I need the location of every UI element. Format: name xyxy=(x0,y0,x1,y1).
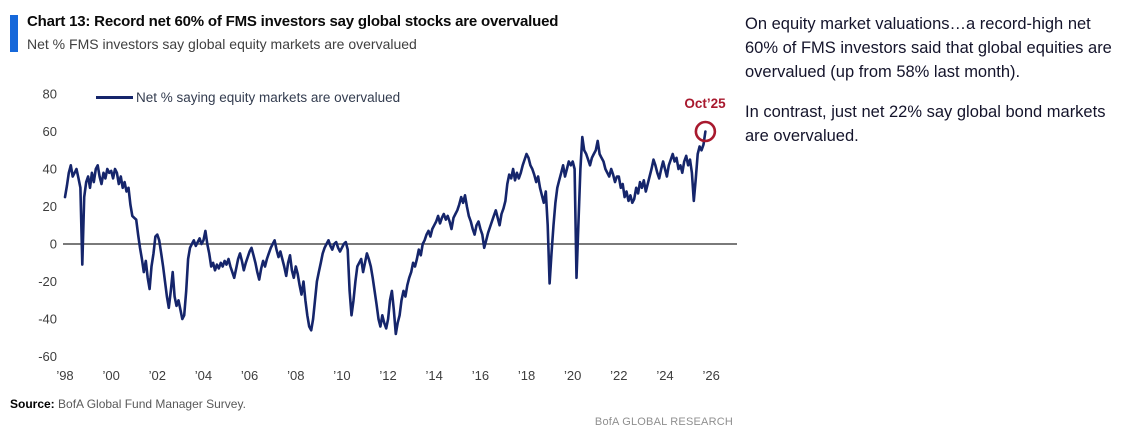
svg-text:’02: ’02 xyxy=(149,368,166,383)
svg-text:60: 60 xyxy=(43,124,57,139)
commentary-paragraph-2: In contrast, just net 22% say global bon… xyxy=(745,102,1106,145)
legend: Net % saying equity markets are overvalu… xyxy=(96,90,400,105)
svg-text:’04: ’04 xyxy=(195,368,212,383)
svg-text:-60: -60 xyxy=(38,349,57,364)
svg-text:’00: ’00 xyxy=(102,368,119,383)
svg-text:40: 40 xyxy=(43,162,57,177)
svg-text:’22: ’22 xyxy=(610,368,627,383)
brand-text: BofA GLOBAL RESEARCH xyxy=(594,416,733,428)
svg-text:’06: ’06 xyxy=(241,368,258,383)
svg-text:’20: ’20 xyxy=(564,368,581,383)
svg-text:’26: ’26 xyxy=(702,368,719,383)
line-chart: 80 60 40 20 0 -20 -40 -60 ’98 ’00 ’02 ’04 ’06 ’08 ’10 ’… xyxy=(38,87,737,383)
svg-text:’98: ’98 xyxy=(56,368,73,383)
svg-text:’16: ’16 xyxy=(472,368,489,383)
svg-text:’10: ’10 xyxy=(333,368,350,383)
chart-title: Chart 13: Record net 60% of FMS investor… xyxy=(27,13,559,30)
svg-text:20: 20 xyxy=(43,199,57,214)
commentary-paragraph-1: On equity market valuations…a record-hig… xyxy=(745,15,1112,81)
svg-text:’18: ’18 xyxy=(518,368,535,383)
source-label: Source: xyxy=(10,397,55,411)
source-text: BofA Global Fund Manager Survey. xyxy=(54,397,246,411)
svg-text:’08: ’08 xyxy=(287,368,304,383)
svg-text:0: 0 xyxy=(50,237,57,252)
svg-text:80: 80 xyxy=(43,87,57,102)
accent-bar xyxy=(10,15,18,52)
svg-text:’24: ’24 xyxy=(656,368,673,383)
annotation-oct25: Oct’25 xyxy=(684,96,726,111)
svg-text:’14: ’14 xyxy=(426,368,443,383)
svg-text:’12: ’12 xyxy=(379,368,396,383)
svg-text:-40: -40 xyxy=(38,312,57,327)
chart-subtitle: Net % FMS investors say global equity ma… xyxy=(27,36,417,52)
svg-text:-20: -20 xyxy=(38,274,57,289)
source-line: Source: BofA Global Fund Manager Survey. xyxy=(10,397,246,411)
legend-line-icon xyxy=(96,95,133,100)
commentary: On equity market valuations…a record-hig… xyxy=(745,13,1127,165)
legend-label: Net % saying equity markets are overvalu… xyxy=(136,90,401,105)
